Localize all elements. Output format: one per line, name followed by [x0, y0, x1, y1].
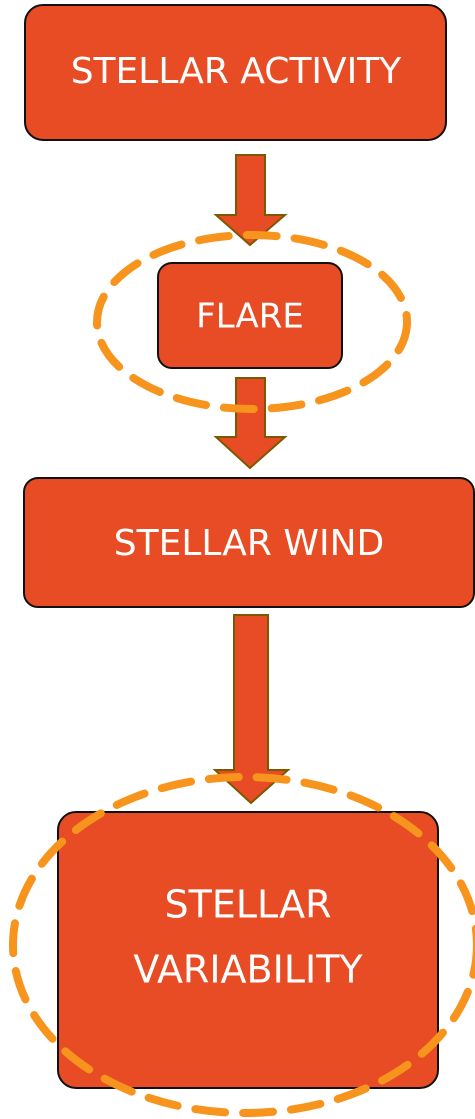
node-box [23, 477, 475, 608]
node-box [24, 4, 447, 141]
arrow [213, 154, 288, 247]
dashed-ellipse [9, 773, 475, 1117]
node-label: FLARE [196, 297, 304, 337]
node-label: STELLAR [165, 883, 332, 927]
node-box [57, 811, 439, 1089]
node-label: VARIABILITY [133, 948, 363, 992]
node-label: STELLAR WIND [114, 523, 384, 564]
node-box [157, 262, 343, 369]
arrow [212, 614, 291, 805]
arrow [213, 377, 288, 470]
dashed-ellipse [93, 231, 411, 413]
node-label: STELLAR ACTIVITY [71, 51, 403, 92]
